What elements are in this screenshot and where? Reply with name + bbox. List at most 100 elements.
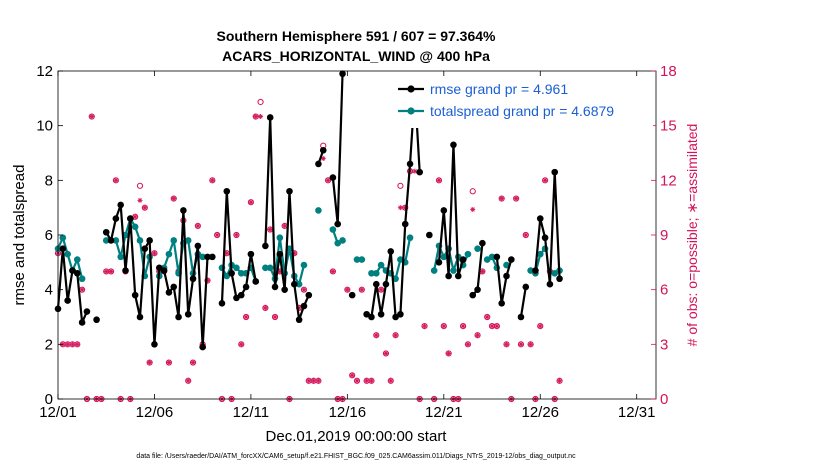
rmse-point (416, 168, 423, 176)
x-tick-label: 12/21 (425, 404, 463, 421)
y-right-tick-label: 3 (660, 336, 668, 353)
asterisk-stroke (248, 200, 254, 205)
totalspread-point (527, 267, 534, 274)
rmse-point (368, 313, 375, 321)
obs-assimilated-marker (557, 378, 563, 384)
obs-assimilated-marker (311, 378, 317, 384)
asterisk-stroke (460, 323, 466, 329)
y-right-tick-label: 9 (660, 227, 668, 244)
totalspread-point (372, 269, 380, 277)
rmse-point (136, 313, 144, 321)
obs-possible-marker (459, 323, 467, 330)
asterisk-stroke (108, 269, 114, 274)
obs-assimilated-marker (132, 214, 138, 220)
totalspread-point (78, 275, 86, 283)
rmse-point (131, 291, 139, 299)
rmse-point (189, 275, 197, 283)
obs-assimilated-marker (368, 378, 374, 384)
rmse-point (493, 253, 501, 261)
asterisk-stroke (239, 342, 244, 347)
obs-assimilated-marker (513, 196, 519, 202)
asterisk-stroke (383, 351, 389, 356)
rmse-point (180, 207, 187, 214)
legend: rmse grand pr = 4.961 totalspread grand … (393, 76, 653, 128)
obs-possible-marker (498, 195, 505, 202)
rmse-line-segment (534, 171, 561, 286)
rmse-point (237, 291, 245, 299)
y-right-tick-label: 15 (660, 118, 677, 135)
obs-assimilated-marker (441, 323, 447, 329)
rmse-point (401, 220, 409, 228)
totalspread-point (329, 226, 337, 233)
asterisk-stroke (480, 269, 485, 274)
obs-assimilated-marker (272, 314, 278, 320)
obs-assimilated-marker (171, 196, 177, 202)
obs-possible-marker (146, 359, 153, 366)
obs-assimilated-marker (282, 223, 288, 229)
obs-possible-marker (503, 341, 510, 348)
rmse-point (209, 253, 216, 261)
rmse-point (541, 234, 549, 242)
obs-possible-marker (421, 323, 428, 330)
obs-assimilated-marker (475, 332, 481, 338)
rmse-point (445, 272, 452, 280)
totalspread-point (358, 256, 366, 263)
asterisk-stroke (263, 305, 268, 311)
obs-possible-marker (257, 98, 264, 106)
totalspread-point (300, 261, 308, 269)
asterisk-stroke (316, 378, 321, 383)
obs-possible-marker (435, 177, 443, 184)
obs-possible-marker (324, 177, 332, 184)
obs-assimilated-marker (306, 378, 312, 384)
rmse-point (151, 341, 158, 348)
rmse-point (406, 160, 414, 168)
asterisk-stroke (359, 287, 364, 292)
obs-possible-marker (373, 332, 380, 339)
obs-assimilated-marker (315, 378, 321, 384)
obs-assimilated-marker (412, 168, 418, 174)
asterisk-stroke (253, 114, 258, 119)
totalspread-point (165, 250, 173, 258)
rmse-point (266, 114, 274, 121)
rmse-line-segment (366, 89, 421, 319)
asterisk-stroke (210, 178, 215, 183)
y-tick-label: 4 (45, 282, 53, 299)
rmse-point (252, 278, 260, 285)
obs-possible-marker (522, 231, 529, 239)
obs-assimilated-marker (330, 268, 336, 274)
obs-assimilated-marker (108, 268, 114, 274)
totalspread-point (136, 237, 144, 244)
totalspread-point (483, 256, 491, 263)
rmse-point (363, 310, 370, 318)
obs-possible-marker (329, 268, 336, 275)
obs-assimilated-marker (151, 250, 157, 256)
totalspread-point (295, 280, 303, 288)
rmse-point (83, 308, 91, 315)
rmse-point (450, 141, 457, 149)
series-layer (54, 70, 563, 351)
asterisk-stroke (504, 342, 509, 347)
obs-possible-marker (238, 341, 245, 348)
obs-assimilated-marker (214, 232, 220, 238)
asterisk-stroke (518, 342, 524, 347)
totalspread-point (170, 237, 178, 244)
obs-assimilated-marker (113, 177, 119, 183)
obs-assimilated-marker (436, 177, 442, 183)
rmse-point (348, 291, 356, 299)
rmse-line-segment (519, 286, 527, 318)
rmse-point (276, 250, 284, 258)
obs-possible-marker (349, 372, 356, 379)
obs-possible-marker (517, 341, 525, 348)
asterisk-stroke (499, 196, 504, 201)
rmse-point (107, 237, 115, 244)
rmse-point (141, 245, 149, 252)
totalspread-point (536, 250, 544, 258)
rmse-point (503, 272, 510, 280)
asterisk-stroke (113, 178, 118, 183)
rmse-point (300, 302, 308, 310)
asterisk-stroke (465, 342, 471, 347)
obs-assimilated-marker (320, 155, 326, 161)
asterisk-stroke (470, 207, 475, 212)
obs-assimilated-marker (489, 323, 495, 329)
obs-possible-marker (556, 377, 563, 384)
